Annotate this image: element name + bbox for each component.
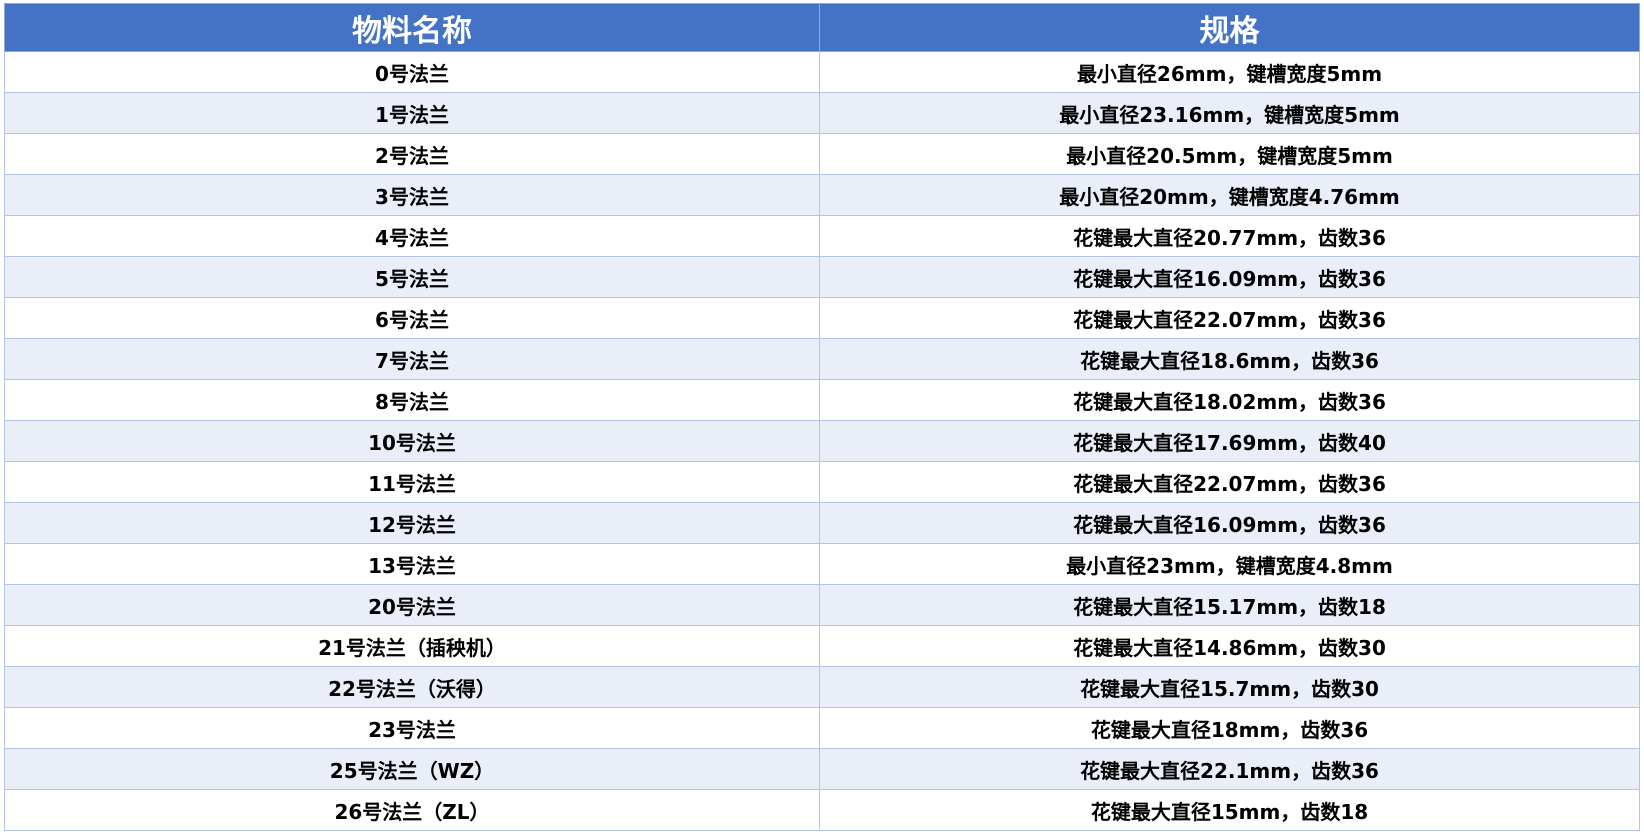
- cell-spec: 花键最大直径22.1mm，齿数36: [819, 748, 1640, 790]
- cell-spec: 最小直径23mm，键槽宽度4.8mm: [819, 543, 1640, 585]
- cell-spec: 花键最大直径18mm，齿数36: [819, 707, 1640, 749]
- cell-material-name: 6号法兰: [4, 297, 820, 339]
- cell-spec: 最小直径20mm，键槽宽度4.76mm: [819, 174, 1640, 216]
- header-spec: 规格: [819, 3, 1640, 52]
- table-row: 3号法兰 最小直径20mm，键槽宽度4.76mm: [4, 174, 1640, 216]
- cell-material-name: 10号法兰: [4, 420, 820, 462]
- cell-material-name: 22号法兰（沃得）: [4, 666, 820, 708]
- cell-material-name: 25号法兰（WZ）: [4, 748, 820, 790]
- table-row: 10号法兰 花键最大直径17.69mm，齿数40: [4, 420, 1640, 462]
- cell-spec: 花键最大直径15mm，齿数18: [819, 789, 1640, 831]
- cell-material-name: 8号法兰: [4, 379, 820, 421]
- cell-spec: 花键最大直径22.07mm，齿数36: [819, 297, 1640, 339]
- cell-material-name: 23号法兰: [4, 707, 820, 749]
- cell-material-name: 1号法兰: [4, 92, 820, 134]
- cell-material-name: 3号法兰: [4, 174, 820, 216]
- cell-material-name: 12号法兰: [4, 502, 820, 544]
- table-row: 6号法兰 花键最大直径22.07mm，齿数36: [4, 297, 1640, 339]
- cell-material-name: 13号法兰: [4, 543, 820, 585]
- cell-spec: 最小直径26mm，键槽宽度5mm: [819, 51, 1640, 93]
- table-row: 26号法兰（ZL） 花键最大直径15mm，齿数18: [4, 789, 1640, 831]
- cell-spec: 花键最大直径20.77mm，齿数36: [819, 215, 1640, 257]
- table-row: 5号法兰 花键最大直径16.09mm，齿数36: [4, 256, 1640, 298]
- table-row: 12号法兰 花键最大直径16.09mm，齿数36: [4, 502, 1640, 544]
- cell-spec: 花键最大直径22.07mm，齿数36: [819, 461, 1640, 503]
- table-row: 0号法兰 最小直径26mm，键槽宽度5mm: [4, 51, 1640, 93]
- table-row: 21号法兰（插秧机） 花键最大直径14.86mm，齿数30: [4, 625, 1640, 667]
- cell-spec: 花键最大直径16.09mm，齿数36: [819, 256, 1640, 298]
- cell-spec: 花键最大直径16.09mm，齿数36: [819, 502, 1640, 544]
- cell-material-name: 7号法兰: [4, 338, 820, 380]
- table-row: 11号法兰 花键最大直径22.07mm，齿数36: [4, 461, 1640, 503]
- cell-spec: 花键最大直径15.17mm，齿数18: [819, 584, 1640, 626]
- table-row: 7号法兰 花键最大直径18.6mm，齿数36: [4, 338, 1640, 380]
- cell-material-name: 11号法兰: [4, 461, 820, 503]
- cell-spec: 最小直径23.16mm，键槽宽度5mm: [819, 92, 1640, 134]
- table-row: 22号法兰（沃得） 花键最大直径15.7mm，齿数30: [4, 666, 1640, 708]
- cell-material-name: 20号法兰: [4, 584, 820, 626]
- table-row: 1号法兰 最小直径23.16mm，键槽宽度5mm: [4, 92, 1640, 134]
- table-row: 20号法兰 花键最大直径15.17mm，齿数18: [4, 584, 1640, 626]
- cell-spec: 花键最大直径17.69mm，齿数40: [819, 420, 1640, 462]
- table-row: 8号法兰 花键最大直径18.02mm，齿数36: [4, 379, 1640, 421]
- table-row: 13号法兰 最小直径23mm，键槽宽度4.8mm: [4, 543, 1640, 585]
- cell-spec: 花键最大直径14.86mm，齿数30: [819, 625, 1640, 667]
- table-row: 2号法兰 最小直径20.5mm，键槽宽度5mm: [4, 133, 1640, 175]
- header-material-name: 物料名称: [4, 3, 820, 52]
- flange-spec-table: 物料名称 规格 0号法兰 最小直径26mm，键槽宽度5mm 1号法兰 最小直径23.1…: [4, 3, 1640, 831]
- table-row: 25号法兰（WZ） 花键最大直径22.1mm，齿数36: [4, 748, 1640, 790]
- header-row: 物料名称 规格: [4, 3, 1640, 52]
- cell-spec: 最小直径20.5mm，键槽宽度5mm: [819, 133, 1640, 175]
- cell-material-name: 0号法兰: [4, 51, 820, 93]
- cell-material-name: 4号法兰: [4, 215, 820, 257]
- cell-material-name: 21号法兰（插秧机）: [4, 625, 820, 667]
- cell-spec: 花键最大直径18.6mm，齿数36: [819, 338, 1640, 380]
- cell-material-name: 5号法兰: [4, 256, 820, 298]
- cell-material-name: 2号法兰: [4, 133, 820, 175]
- table-row: 4号法兰 花键最大直径20.77mm，齿数36: [4, 215, 1640, 257]
- cell-spec: 花键最大直径18.02mm，齿数36: [819, 379, 1640, 421]
- table-row: 23号法兰 花键最大直径18mm，齿数36: [4, 707, 1640, 749]
- cell-material-name: 26号法兰（ZL）: [4, 789, 820, 831]
- cell-spec: 花键最大直径15.7mm，齿数30: [819, 666, 1640, 708]
